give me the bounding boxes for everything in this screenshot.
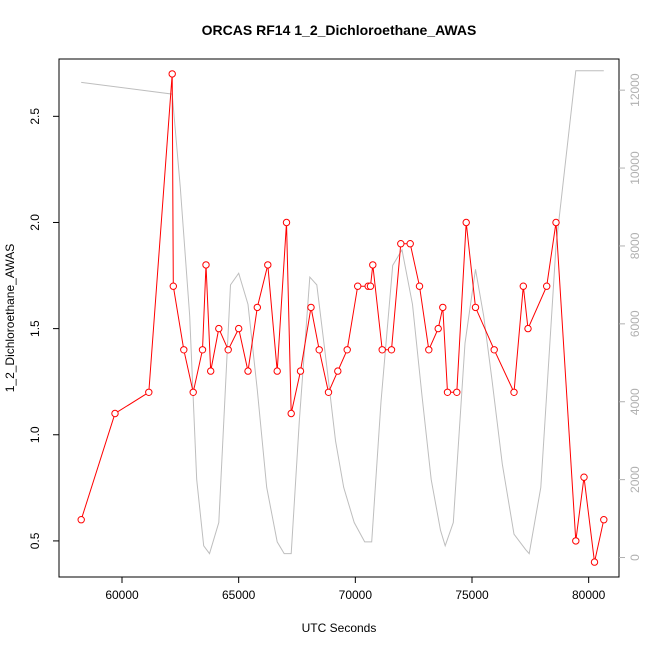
y-tick-label: 2.5 (28, 108, 42, 125)
data-point (439, 303, 447, 312)
x-tick-label: 80000 (572, 588, 606, 602)
data-point (425, 346, 433, 354)
series-layer (77, 70, 608, 566)
data-point (287, 409, 295, 418)
data-point (168, 70, 176, 78)
data-point (189, 388, 197, 396)
data-point (354, 282, 362, 290)
data-point (273, 367, 281, 375)
data-point (334, 367, 342, 375)
data-point (590, 558, 599, 566)
y2-tick-label: 0 (628, 554, 642, 561)
y-tick-label: 1.5 (28, 320, 42, 337)
y2-tick-label: 4000 (628, 388, 642, 415)
data-point (415, 282, 424, 290)
data-point (324, 388, 333, 396)
data-point (369, 261, 377, 269)
data-point (264, 261, 272, 269)
x-tick-label: 65000 (222, 588, 256, 602)
data-point (202, 261, 210, 269)
data-point (253, 303, 261, 312)
series-line (80, 73, 605, 563)
data-point (462, 218, 470, 227)
data-point (77, 516, 85, 524)
y-tick-label: 2.0 (28, 214, 42, 231)
x-tick-label: 75000 (455, 588, 489, 602)
x-tick-label: 60000 (105, 588, 139, 602)
data-point (343, 346, 351, 354)
data-point (600, 516, 608, 524)
data-point (543, 282, 551, 290)
data-point (519, 282, 527, 290)
data-point (397, 240, 405, 248)
data-point (378, 346, 386, 354)
y2-tick-label: 2000 (628, 466, 642, 493)
data-point (572, 537, 580, 545)
altitude-line (81, 70, 604, 555)
data-point (406, 240, 414, 248)
data-point (387, 346, 396, 354)
chart-title: ORCAS RF14 1_2_Dichloroethane_AWAS (202, 22, 477, 38)
data-point (315, 346, 323, 354)
data-point (471, 303, 480, 312)
y2-tick-label: 10000 (628, 151, 642, 185)
data-point (307, 303, 315, 312)
data-point (180, 346, 188, 354)
data-point (490, 346, 498, 354)
plot-frame (58, 58, 620, 578)
altitude-line-layer (81, 70, 604, 555)
data-point (580, 473, 588, 481)
data-point (198, 346, 207, 354)
data-point (443, 388, 452, 396)
data-point (510, 388, 518, 396)
y-axis-label: 1_2_Dichloroethane_AWAS (3, 244, 17, 393)
data-point (366, 282, 375, 290)
y-tick-label: 0.5 (28, 532, 42, 549)
data-point (524, 324, 532, 333)
axes: 60000 65000 70000 75000 800000.51.01.52.02.5… (28, 73, 642, 602)
data-point (145, 388, 153, 396)
data-point (235, 324, 243, 333)
data-point (224, 346, 232, 354)
y2-tick-label: 6000 (628, 310, 642, 337)
y2-tick-label: 8000 (628, 232, 642, 259)
data-point (244, 367, 252, 375)
data-point (453, 388, 461, 396)
data-point (169, 282, 178, 290)
x-tick-label: 70000 (339, 588, 373, 602)
x-axis-label: UTC Seconds (302, 621, 377, 635)
data-point (282, 218, 291, 227)
data-point (215, 324, 223, 333)
data-point (434, 324, 442, 333)
data-point (296, 367, 305, 375)
data-point (552, 218, 560, 227)
y-tick-label: 1.0 (28, 426, 42, 443)
data-point (111, 409, 119, 418)
data-point (207, 367, 215, 375)
y2-tick-label: 12000 (628, 73, 642, 107)
